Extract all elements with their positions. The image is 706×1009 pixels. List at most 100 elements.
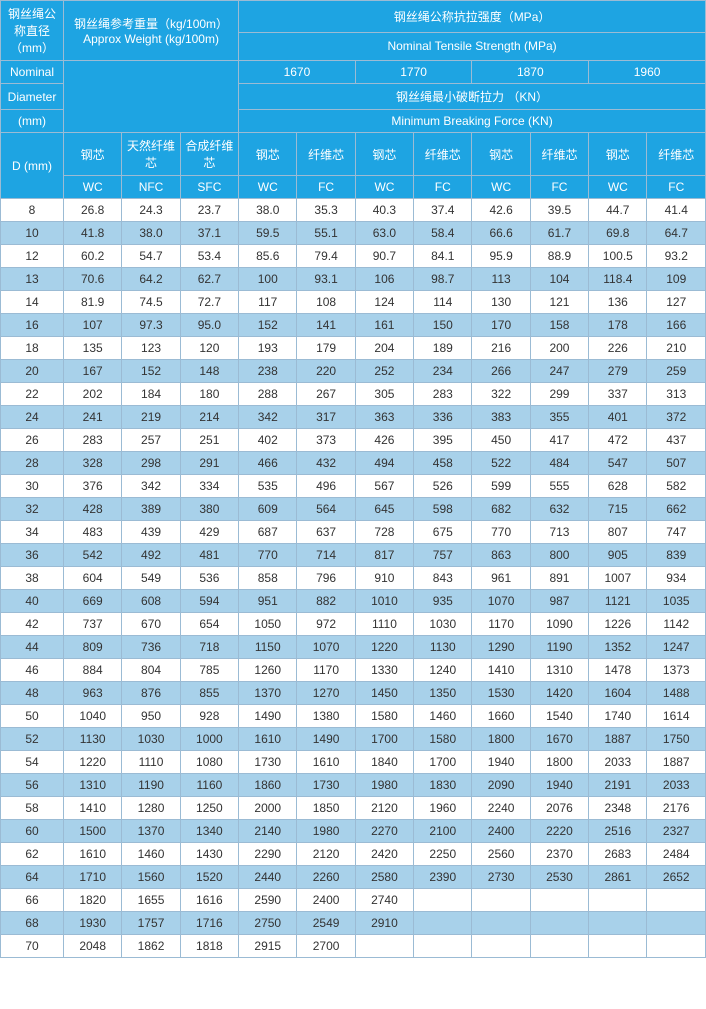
table-cell: 2420 bbox=[355, 843, 413, 866]
table-row: 5211301030100016101490170015801800167018… bbox=[1, 728, 706, 751]
table-cell: 494 bbox=[355, 452, 413, 475]
table-cell: 200 bbox=[530, 337, 588, 360]
table-cell: 28 bbox=[1, 452, 64, 475]
table-cell: 1226 bbox=[589, 613, 647, 636]
hdr-1960: 1960 bbox=[589, 61, 706, 84]
table-cell: 40.3 bbox=[355, 199, 413, 222]
table-cell: 1530 bbox=[472, 682, 530, 705]
table-cell: 127 bbox=[647, 291, 706, 314]
table-cell: 542 bbox=[64, 544, 122, 567]
table-cell: 68 bbox=[1, 912, 64, 935]
table-cell: 817 bbox=[355, 544, 413, 567]
table-cell: 770 bbox=[239, 544, 297, 567]
table-row: 32428389380609564645598682632715662 bbox=[1, 498, 706, 521]
table-cell: 2250 bbox=[414, 843, 472, 866]
table-cell: 93.2 bbox=[647, 245, 706, 268]
table-cell: 298 bbox=[122, 452, 180, 475]
table-cell: 2549 bbox=[297, 912, 355, 935]
table-cell: 1373 bbox=[647, 659, 706, 682]
table-cell: 395 bbox=[414, 429, 472, 452]
table-row: 36542492481770714817757863800905839 bbox=[1, 544, 706, 567]
table-cell: 109 bbox=[647, 268, 706, 291]
table-cell: 1247 bbox=[647, 636, 706, 659]
hdr-diameter-cn: 钢丝绳公称直径（mm） bbox=[1, 1, 64, 61]
table-cell: 1460 bbox=[414, 705, 472, 728]
table-cell: 1270 bbox=[297, 682, 355, 705]
table-cell: 16 bbox=[1, 314, 64, 337]
table-row: 66182016551616259024002740 bbox=[1, 889, 706, 912]
table-cell: 81.9 bbox=[64, 291, 122, 314]
table-cell: 1887 bbox=[589, 728, 647, 751]
hdr-1870: 1870 bbox=[472, 61, 589, 84]
table-cell: 1260 bbox=[239, 659, 297, 682]
table-row: 4273767065410509721110103011701090122611… bbox=[1, 613, 706, 636]
table-cell: 496 bbox=[297, 475, 355, 498]
table-cell: 193 bbox=[239, 337, 297, 360]
table-cell: 1500 bbox=[64, 820, 122, 843]
table-cell: 216 bbox=[472, 337, 530, 360]
table-cell: 2370 bbox=[530, 843, 588, 866]
table-cell: 202 bbox=[64, 383, 122, 406]
table-cell: 910 bbox=[355, 567, 413, 590]
table-cell: 807 bbox=[589, 521, 647, 544]
table-cell: 178 bbox=[589, 314, 647, 337]
table-cell: 305 bbox=[355, 383, 413, 406]
table-cell: 36 bbox=[1, 544, 64, 567]
hdr-wc-cn: 钢芯 bbox=[64, 133, 122, 176]
table-cell: 1430 bbox=[180, 843, 238, 866]
table-cell: 35.3 bbox=[297, 199, 355, 222]
table-cell: 136 bbox=[589, 291, 647, 314]
table-cell: 402 bbox=[239, 429, 297, 452]
table-cell: 2076 bbox=[530, 797, 588, 820]
table-cell: 2176 bbox=[647, 797, 706, 820]
table-cell: 599 bbox=[472, 475, 530, 498]
table-cell: 1370 bbox=[122, 820, 180, 843]
table-cell: 85.6 bbox=[239, 245, 297, 268]
table-cell bbox=[472, 889, 530, 912]
table-cell: 2100 bbox=[414, 820, 472, 843]
table-cell: 10 bbox=[1, 222, 64, 245]
table-cell: 2400 bbox=[472, 820, 530, 843]
table-cell: 252 bbox=[355, 360, 413, 383]
table-cell: 257 bbox=[122, 429, 180, 452]
table-cell: 1860 bbox=[239, 774, 297, 797]
hdr-diameter-en1: Nominal bbox=[1, 61, 64, 84]
table-row: 4480973671811501070122011301290119013521… bbox=[1, 636, 706, 659]
table-cell: 363 bbox=[355, 406, 413, 429]
table-cell: 1420 bbox=[530, 682, 588, 705]
table-cell: 882 bbox=[297, 590, 355, 613]
table-cell: 1580 bbox=[414, 728, 472, 751]
table-cell: 466 bbox=[239, 452, 297, 475]
hdr-fc: FC bbox=[297, 176, 355, 199]
table-cell: 59.5 bbox=[239, 222, 297, 245]
table-cell: 152 bbox=[122, 360, 180, 383]
table-cell: 483 bbox=[64, 521, 122, 544]
table-cell: 458 bbox=[414, 452, 472, 475]
table-cell: 88.9 bbox=[530, 245, 588, 268]
table-cell: 2033 bbox=[589, 751, 647, 774]
table-cell: 855 bbox=[180, 682, 238, 705]
table-cell: 1130 bbox=[414, 636, 472, 659]
table-cell bbox=[472, 935, 530, 958]
table-cell: 46 bbox=[1, 659, 64, 682]
hdr-sfc: SFC bbox=[180, 176, 238, 199]
table-cell: 1488 bbox=[647, 682, 706, 705]
table-cell: 2240 bbox=[472, 797, 530, 820]
table-cell: 1478 bbox=[589, 659, 647, 682]
hdr-wc: WC bbox=[472, 176, 530, 199]
table-cell: 70 bbox=[1, 935, 64, 958]
table-cell: 12 bbox=[1, 245, 64, 268]
hdr-diameter-en2: Diameter bbox=[1, 84, 64, 110]
table-cell: 117 bbox=[239, 291, 297, 314]
table-cell: 439 bbox=[122, 521, 180, 544]
table-cell: 645 bbox=[355, 498, 413, 521]
table-cell: 220 bbox=[297, 360, 355, 383]
table-cell: 428 bbox=[64, 498, 122, 521]
table-row: 386045495368587969108439618911007934 bbox=[1, 567, 706, 590]
table-cell: 682 bbox=[472, 498, 530, 521]
table-row: 1260.254.753.485.679.490.784.195.988.910… bbox=[1, 245, 706, 268]
table-cell: 1490 bbox=[239, 705, 297, 728]
hdr-break-cn: 钢丝绳最小破断拉力 （KN） bbox=[239, 84, 706, 110]
hdr-nfc: NFC bbox=[122, 176, 180, 199]
table-cell: 555 bbox=[530, 475, 588, 498]
